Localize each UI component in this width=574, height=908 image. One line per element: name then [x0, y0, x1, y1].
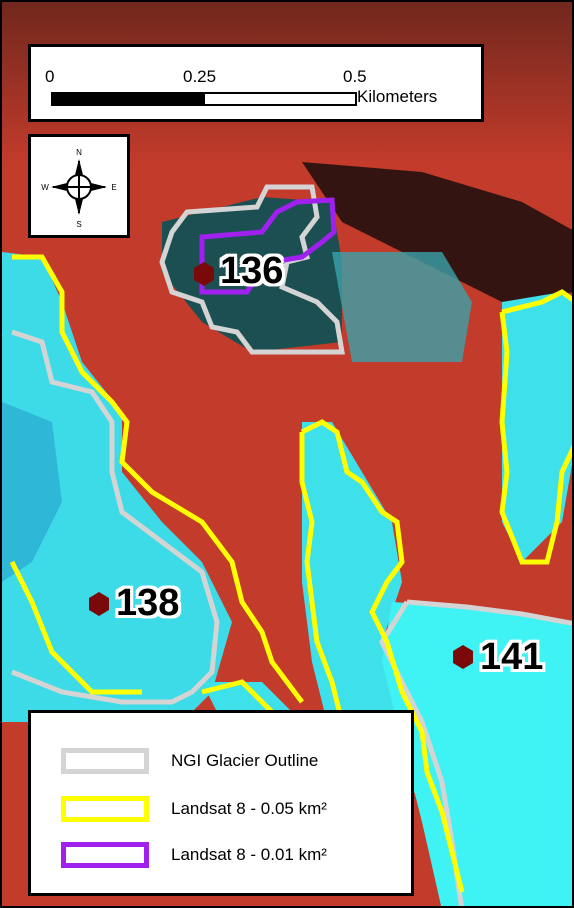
site-138: 138 — [110, 582, 179, 625]
legend-label-landsat-005: Landsat 8 - 0.05 km² — [171, 799, 327, 818]
scale-unit: Kilometers — [357, 87, 438, 106]
compass-rose-icon: N S W E — [41, 148, 116, 229]
glacier-141-ice — [382, 602, 572, 906]
scale-tick-0: 0 — [45, 67, 55, 86]
legend-item-ngi: NGI Glacier Outline — [61, 743, 318, 779]
site-label-138: 138 — [116, 582, 180, 624]
legend-swatch-landsat-005 — [61, 796, 149, 822]
legend-swatch-landsat-001 — [61, 842, 149, 868]
scale-bar: 0 0.25 0.5 Kilometers — [28, 44, 484, 122]
scale-tick-025: 0.25 — [183, 67, 217, 86]
compass-s: S — [76, 220, 81, 229]
dark-shadow-area — [302, 162, 572, 302]
landsat-001-outline — [199, 197, 337, 295]
site-136: 136 — [214, 250, 283, 293]
legend-item-landsat-005: Landsat 8 - 0.05 km² — [61, 791, 327, 827]
site-label-136: 136 — [220, 250, 284, 292]
compass-n: N — [76, 148, 82, 157]
site-marker-136[interactable] — [194, 262, 214, 286]
site-marker-141[interactable] — [453, 645, 473, 669]
scale-bar-filled — [53, 94, 205, 104]
scale-bar-graphic — [51, 92, 357, 106]
legend-item-landsat-001: Landsat 8 - 0.01 km² — [61, 837, 327, 873]
scale-tick-05: 0.5 — [343, 67, 367, 86]
legend: NGI Glacier Outline Landsat 8 - 0.05 km²… — [28, 710, 414, 896]
legend-label-ngi: NGI Glacier Outline — [171, 751, 319, 770]
north-arrow: N S W E — [28, 134, 130, 238]
legend-label-landsat-001: Landsat 8 - 0.01 km² — [171, 845, 327, 864]
compass-e: E — [111, 183, 116, 192]
glacier-upper-right-ice — [502, 292, 572, 562]
site-141: 141 — [474, 636, 543, 679]
site-marker-138[interactable] — [89, 592, 109, 616]
compass-w: W — [41, 183, 49, 192]
legend-swatch-ngi — [61, 748, 149, 774]
glacier-center-ice — [302, 422, 422, 802]
site-label-141: 141 — [480, 636, 544, 678]
